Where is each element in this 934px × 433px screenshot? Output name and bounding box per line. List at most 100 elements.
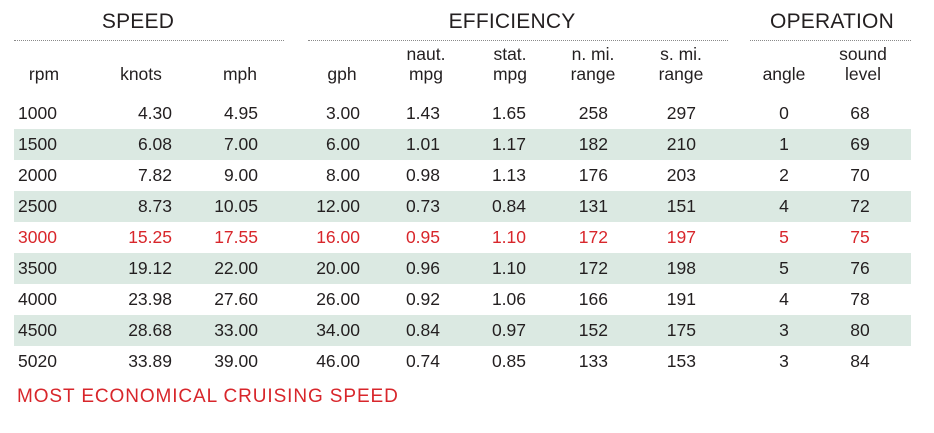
- cell-sound-level: 75: [850, 227, 870, 247]
- cell-sound-level: 76: [850, 258, 870, 278]
- cell-smi-range: 175: [666, 320, 696, 340]
- cell-gph: 12.00: [316, 196, 360, 216]
- table-row: 1000 4.30 4.95 3.00 1.43 1.65 258 297 0 68: [14, 98, 911, 129]
- footer-legend: MOST ECONOMICAL CRUISING SPEED: [17, 386, 399, 407]
- table-row: 2000 7.82 9.00 8.00 0.98 1.13 176 203 2 70: [14, 160, 911, 191]
- cell-naut-mpg: 0.95: [405, 227, 440, 247]
- cell-knots: 6.08: [137, 134, 172, 154]
- cell-knots: 28.68: [128, 320, 172, 340]
- cell-rpm: 2000: [18, 165, 57, 185]
- cell-rpm: 1000: [18, 103, 57, 123]
- cell-stat-mpg: 1.17: [491, 134, 526, 154]
- header-nmi-range: n. mi. range: [570, 44, 616, 84]
- cell-stat-mpg: 1.13: [491, 165, 526, 185]
- cell-gph: 26.00: [316, 289, 360, 309]
- cell-stat-mpg: 1.10: [491, 258, 526, 278]
- cell-knots: 33.89: [128, 351, 172, 371]
- cell-angle: 0: [779, 103, 789, 123]
- cell-mph: 22.00: [214, 258, 258, 278]
- table-row: 2500 8.73 10.05 12.00 0.73 0.84 131 151 4 72: [14, 191, 911, 222]
- cell-knots: 19.12: [128, 258, 172, 278]
- cell-gph: 20.00: [316, 258, 360, 278]
- cell-angle: 1: [779, 134, 789, 154]
- cell-smi-range: 151: [666, 196, 696, 216]
- cell-knots: 7.82: [137, 165, 172, 185]
- cell-sound-level: 69: [850, 134, 870, 154]
- cell-mph: 7.00: [223, 134, 258, 154]
- cell-sound-level: 70: [850, 165, 870, 185]
- cell-stat-mpg: 1.06: [491, 289, 526, 309]
- speed-divider: [14, 40, 284, 41]
- header-knots: knots: [120, 64, 162, 84]
- cell-nmi-range: 152: [578, 320, 608, 340]
- table-row: 4000 23.98 27.60 26.00 0.92 1.06 166 191 4 78: [14, 284, 911, 315]
- cell-rpm: 4500: [18, 320, 57, 340]
- header-smi-range: s. mi. range: [658, 44, 704, 84]
- cell-rpm: 3500: [18, 258, 57, 278]
- header-mph: mph: [222, 64, 258, 84]
- group-title-speed: SPEED: [101, 10, 175, 33]
- cell-knots: 4.30: [137, 103, 172, 123]
- cell-stat-mpg: 0.85: [491, 351, 526, 371]
- cell-stat-mpg: 0.97: [491, 320, 526, 340]
- performance-table: 1000 4.30 4.95 3.00 1.43 1.65 258 297 0 68 1500 6.0…: [14, 98, 911, 377]
- cell-mph: 9.00: [223, 165, 258, 185]
- cell-gph: 8.00: [325, 165, 360, 185]
- header-gph: gph: [327, 64, 357, 84]
- cell-knots: 8.73: [137, 196, 172, 216]
- cell-smi-range: 297: [666, 103, 696, 123]
- cell-rpm: 3000: [18, 227, 57, 247]
- operation-divider: [750, 40, 911, 41]
- efficiency-divider: [308, 40, 728, 41]
- cell-angle: 4: [779, 289, 789, 309]
- cell-rpm: 2500: [18, 196, 57, 216]
- table-row: 4500 28.68 33.00 34.00 0.84 0.97 152 175 3 80: [14, 315, 911, 346]
- cell-nmi-range: 172: [578, 258, 608, 278]
- cell-mph: 27.60: [214, 289, 258, 309]
- cell-stat-mpg: 1.65: [491, 103, 526, 123]
- cell-mph: 4.95: [223, 103, 258, 123]
- cell-sound-level: 72: [850, 196, 870, 216]
- cell-gph: 34.00: [316, 320, 360, 340]
- cell-naut-mpg: 0.73: [405, 196, 440, 216]
- cell-mph: 39.00: [214, 351, 258, 371]
- cell-stat-mpg: 1.10: [491, 227, 526, 247]
- table-row: 1500 6.08 7.00 6.00 1.01 1.17 182 210 1 69: [14, 129, 911, 160]
- cell-angle: 4: [779, 196, 789, 216]
- cell-nmi-range: 166: [578, 289, 608, 309]
- cell-smi-range: 203: [666, 165, 696, 185]
- cell-smi-range: 191: [666, 289, 696, 309]
- cell-knots: 15.25: [128, 227, 172, 247]
- cell-nmi-range: 258: [578, 103, 608, 123]
- header-angle: angle: [762, 64, 806, 84]
- cell-angle: 2: [779, 165, 789, 185]
- cell-angle: 3: [779, 351, 789, 371]
- group-title-operation: OPERATION: [770, 10, 894, 33]
- cell-naut-mpg: 0.98: [405, 165, 440, 185]
- cell-stat-mpg: 0.84: [491, 196, 526, 216]
- cell-nmi-range: 131: [578, 196, 608, 216]
- cell-nmi-range: 176: [578, 165, 608, 185]
- header-sound-level: sound level: [839, 44, 887, 84]
- cell-rpm: 1500: [18, 134, 57, 154]
- cell-sound-level: 78: [850, 289, 870, 309]
- cell-mph: 10.05: [214, 196, 258, 216]
- cell-nmi-range: 133: [578, 351, 608, 371]
- header-naut-mpg: naut. mpg: [406, 44, 446, 84]
- cell-rpm: 5020: [18, 351, 57, 371]
- cell-naut-mpg: 0.96: [405, 258, 440, 278]
- cell-gph: 3.00: [325, 103, 360, 123]
- cell-gph: 6.00: [325, 134, 360, 154]
- cell-naut-mpg: 1.43: [405, 103, 440, 123]
- cell-sound-level: 68: [850, 103, 870, 123]
- cell-smi-range: 210: [666, 134, 696, 154]
- cell-smi-range: 153: [666, 351, 696, 371]
- cell-smi-range: 197: [666, 227, 696, 247]
- table-row: 3500 19.12 22.00 20.00 0.96 1.10 172 198 5 76: [14, 253, 911, 284]
- cell-angle: 5: [779, 227, 789, 247]
- cell-naut-mpg: 0.84: [405, 320, 440, 340]
- cell-sound-level: 84: [850, 351, 870, 371]
- cell-naut-mpg: 1.01: [405, 134, 440, 154]
- cell-mph: 33.00: [214, 320, 258, 340]
- cell-gph: 46.00: [316, 351, 360, 371]
